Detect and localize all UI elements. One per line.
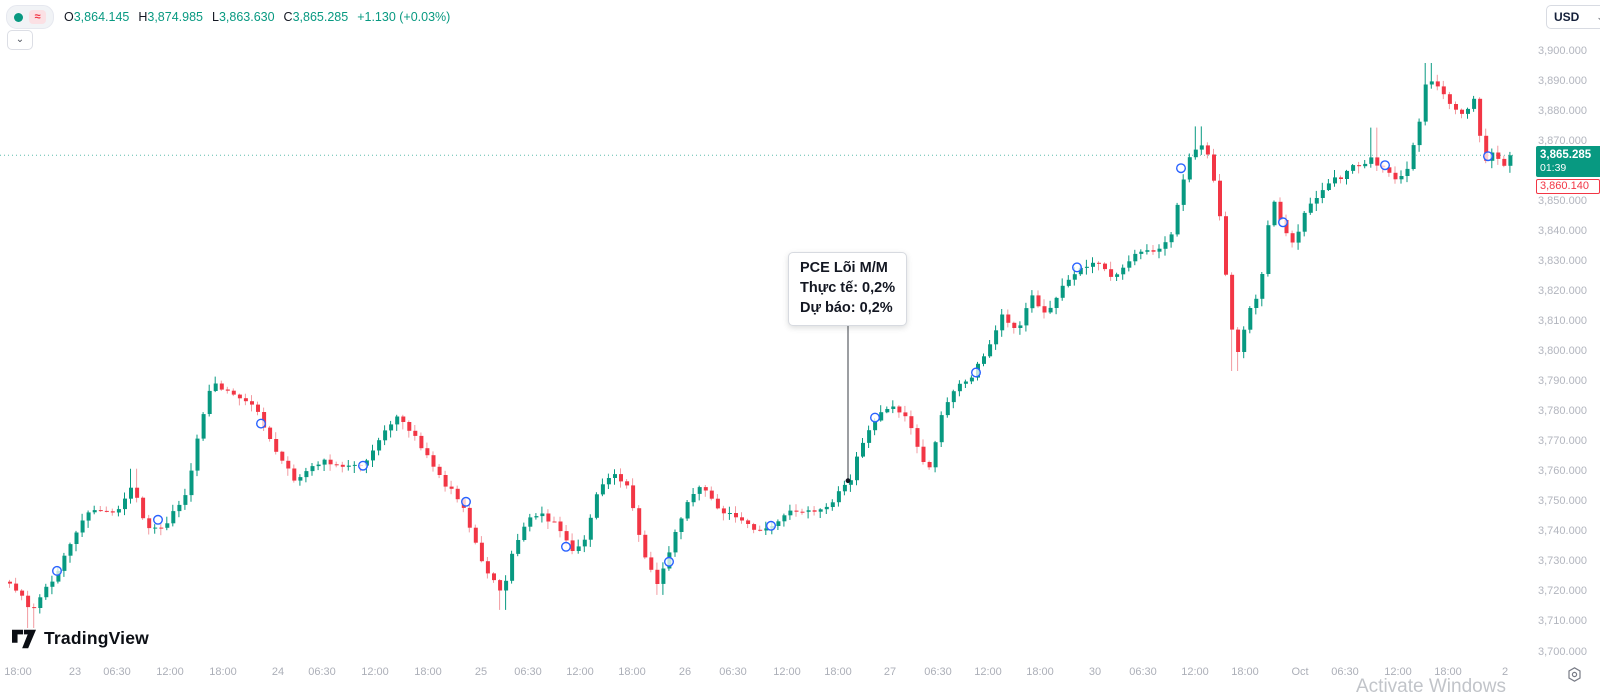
- time-tick-label: 12:00: [566, 666, 594, 678]
- price-tick-label: 3,870.000: [1538, 134, 1587, 147]
- price-tick-label: 3,820.000: [1538, 284, 1587, 297]
- event-forecast: Dự báo: 0,2%: [800, 300, 893, 316]
- candles-layer: [8, 63, 1513, 628]
- time-tick-label: 18:00: [414, 666, 442, 678]
- price-tick-label: 3,780.000: [1538, 405, 1587, 418]
- last-price-value: 3,865.285: [1540, 149, 1592, 162]
- ohlc-readout: O3,864.145 H3,874.985 L3,863.630 C3,865.…: [64, 10, 450, 24]
- price-tick-label: 3,760.000: [1538, 465, 1587, 478]
- chevron-down-icon: ⌄: [15, 34, 25, 45]
- event-pointer: [845, 313, 851, 484]
- price-tick-label: 3,900.000: [1538, 44, 1587, 57]
- price-tick-label: 3,700.000: [1538, 645, 1587, 658]
- time-tick-label: 18:00: [209, 666, 237, 678]
- price-tick-label: 3,850.000: [1538, 194, 1587, 207]
- time-tick-label: 18:00: [618, 666, 646, 678]
- time-tick-label: 18:00: [4, 666, 32, 678]
- low-label: L: [211, 10, 219, 24]
- time-tick-label: 12:00: [974, 666, 1002, 678]
- time-tick-label: 12:00: [361, 666, 389, 678]
- currency-value: USD: [1554, 10, 1580, 24]
- time-tick-label: 30: [1088, 666, 1102, 678]
- secondary-price-value: 3,860.140: [1540, 180, 1589, 193]
- price-tick-label: 3,890.000: [1538, 74, 1587, 87]
- price-axis[interactable]: 3,865.285 01:39 3,860.140 3,900.000 3,890…: [1516, 0, 1600, 660]
- price-tick-label: 3,830.000: [1538, 254, 1587, 267]
- economic-event-tooltip: PCE Lõi M/M Thực tế: 0,2% Dự báo: 0,2%: [788, 252, 908, 326]
- time-tick-label: 12:00: [1181, 666, 1209, 678]
- close-label: C: [283, 10, 293, 24]
- time-tick-label: 18:00: [1434, 666, 1462, 678]
- tradingview-logo-text: TradingView: [44, 628, 149, 648]
- high-label: H: [138, 10, 148, 24]
- time-tick-label: 06:30: [514, 666, 542, 678]
- time-tick-label: 06:30: [1331, 666, 1359, 678]
- open-label: O: [64, 10, 74, 24]
- currency-selector[interactable]: USD ⌄: [1546, 5, 1600, 29]
- legend-collapse-button[interactable]: ⌄: [7, 30, 33, 50]
- time-tick-label: 24: [271, 666, 285, 678]
- tradingview-logo[interactable]: TradingView: [12, 628, 149, 649]
- price-tick-label: 3,880.000: [1538, 104, 1587, 117]
- time-tick-label: 27: [883, 666, 897, 678]
- time-tick-label: 12:00: [1384, 666, 1412, 678]
- chevron-down-icon: ⌄: [1596, 12, 1600, 23]
- price-tick-label: 3,800.000: [1538, 345, 1587, 357]
- price-tick-label: 3,790.000: [1538, 375, 1587, 388]
- price-tick-label: 3,750.000: [1538, 495, 1587, 508]
- time-tick-label: 23: [68, 666, 82, 678]
- time-tick-label: 06:30: [308, 666, 336, 678]
- time-tick-label: 12:00: [156, 666, 184, 678]
- price-tick-label: 3,730.000: [1538, 555, 1587, 568]
- symbol-legend: ≈ O3,864.145 H3,874.985 L3,863.630 C3,86…: [6, 5, 450, 29]
- time-tick-label: 25: [474, 666, 488, 678]
- time-tick-label: 18:00: [824, 666, 852, 678]
- price-tick-label: 3,770.000: [1538, 435, 1587, 448]
- time-tick-label: Oct: [1291, 666, 1309, 678]
- last-price-badge: 3,865.285 01:39: [1536, 146, 1600, 178]
- price-tick-label: 3,840.000: [1538, 224, 1587, 237]
- secondary-price-badge: 3,860.140: [1536, 179, 1600, 195]
- market-status-dot-icon: [14, 12, 23, 22]
- activate-windows-watermark: Activate Windows: [1356, 676, 1506, 695]
- time-tick-label: 18:00: [1026, 666, 1054, 678]
- price-tick-label: 3,720.000: [1538, 585, 1587, 598]
- event-markers-layer: [52, 151, 1493, 576]
- change-value: +1.130 (+0.03%): [357, 10, 451, 24]
- time-tick-label: 12:00: [773, 666, 801, 678]
- symbol-legend-pill[interactable]: ≈: [6, 5, 54, 29]
- time-tick-label: 06:30: [103, 666, 131, 678]
- time-axis[interactable]: 18:00 23 06:30 12:00 18:00 24 06:30 12:00 18:00 2…: [0, 660, 1600, 695]
- price-tick-label: 3,710.000: [1538, 615, 1587, 628]
- bar-countdown: 01:39: [1540, 162, 1567, 175]
- settings-gear-icon[interactable]: [1563, 663, 1585, 685]
- event-title: PCE Lõi M/M: [800, 260, 888, 276]
- candlestick-chart[interactable]: [0, 0, 1516, 695]
- time-tick-label: 06:30: [1129, 666, 1157, 678]
- time-tick-label: 26: [678, 666, 692, 678]
- tradingview-logo-icon: [12, 629, 36, 648]
- high-value: 3,874.985: [147, 10, 203, 24]
- time-tick-label: 06:30: [719, 666, 747, 678]
- price-tick-label: 3,740.000: [1538, 525, 1587, 538]
- time-tick-label: 2: [1501, 666, 1509, 678]
- low-value: 3,863.630: [218, 10, 275, 24]
- close-value: 3,865.285: [292, 10, 349, 24]
- event-actual: Thực tế: 0,2%: [800, 280, 896, 296]
- economic-events-icon: ≈: [29, 10, 46, 24]
- open-value: 3,864.145: [73, 10, 130, 24]
- price-tick-label: 3,810.000: [1538, 314, 1587, 327]
- time-tick-label: 06:30: [924, 666, 952, 678]
- time-tick-label: 18:00: [1231, 666, 1259, 678]
